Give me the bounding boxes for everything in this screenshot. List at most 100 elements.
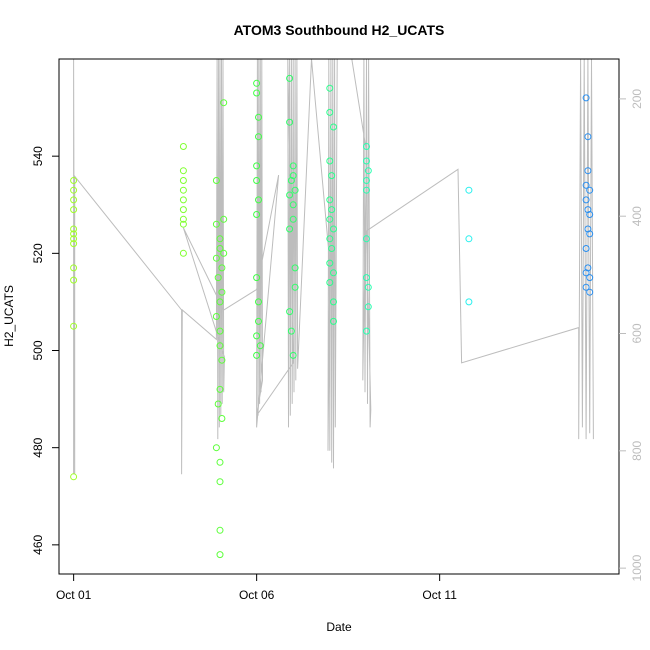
data-point (218, 415, 226, 422)
data-point (179, 177, 187, 184)
data-points (70, 74, 594, 559)
data-point (179, 186, 187, 194)
data-point (289, 351, 297, 359)
data-point (179, 249, 187, 257)
data-point (287, 177, 295, 184)
data-point (179, 206, 187, 214)
data-point (179, 167, 187, 175)
data-point (582, 94, 590, 102)
data-point (586, 211, 594, 218)
data-point (291, 264, 299, 272)
data-point (326, 196, 334, 204)
y-right-tick-label: 600 (630, 323, 644, 343)
data-point (286, 118, 294, 126)
data-point (286, 308, 294, 316)
y-tick-label: 500 (31, 340, 45, 360)
y-axis: 460 480 500 520 540 (31, 146, 59, 555)
y-tick-label: 520 (31, 243, 45, 263)
data-point (363, 235, 370, 243)
x-axis-label: Date (326, 620, 352, 634)
data-point (70, 230, 78, 238)
data-point (328, 245, 336, 252)
x-tick-label: Oct 11 (422, 588, 457, 602)
data-point (70, 235, 78, 243)
data-point (253, 211, 261, 218)
data-point (216, 458, 224, 466)
data-point (212, 220, 220, 228)
data-point (326, 215, 334, 223)
data-point (70, 473, 78, 481)
data-point (179, 196, 187, 204)
data-point (214, 274, 222, 282)
data-point (326, 84, 334, 92)
data-point (253, 274, 261, 282)
data-point (218, 356, 226, 364)
data-point (216, 551, 224, 559)
data-point (326, 108, 334, 116)
y-right-tick-label: 200 (630, 89, 644, 109)
data-point (216, 327, 224, 335)
data-point (253, 332, 261, 340)
data-point (220, 249, 228, 257)
data-point (179, 143, 187, 150)
data-point (216, 245, 224, 252)
data-point (212, 313, 220, 320)
data-point (212, 254, 220, 262)
data-point (465, 235, 473, 243)
y-tick-label: 540 (31, 146, 45, 166)
data-point (584, 167, 592, 175)
x-tick-label: Oct 01 (56, 588, 92, 602)
data-point (70, 264, 78, 272)
data-point (70, 276, 78, 284)
data-point (286, 74, 294, 82)
data-point (218, 264, 226, 272)
data-point (364, 167, 372, 175)
data-point (212, 444, 220, 452)
data-point (216, 342, 224, 350)
y-right-tick-label: 800 (630, 440, 644, 460)
data-point (216, 235, 224, 243)
chart-title: ATOM3 Southbound H2_UCATS (234, 22, 445, 38)
y-tick-label: 480 (31, 437, 45, 457)
data-point (286, 191, 294, 199)
data-point (326, 157, 334, 165)
y-axis-label: H2_UCATS (2, 285, 16, 347)
data-point (291, 283, 299, 291)
data-point (586, 274, 594, 282)
data-point (70, 196, 78, 204)
x-tick-label: Oct 06 (239, 588, 275, 602)
data-point (330, 317, 337, 325)
data-point (255, 133, 262, 141)
data-point (289, 215, 297, 223)
data-point (582, 196, 590, 204)
data-point (289, 201, 297, 209)
plot-frame (58, 58, 620, 575)
data-point (291, 186, 299, 194)
data-point (216, 478, 224, 486)
data-point (216, 385, 224, 393)
data-point (582, 245, 590, 252)
data-point (363, 177, 370, 184)
data-point (363, 274, 370, 282)
data-point (70, 177, 78, 184)
data-point (582, 283, 590, 291)
y-right-tick-label: 1000 (630, 554, 644, 581)
data-point (582, 181, 590, 189)
data-point (465, 186, 473, 194)
data-point (586, 230, 594, 238)
data-point (218, 288, 226, 296)
data-point (364, 303, 372, 311)
data-point (363, 327, 370, 335)
data-point (214, 400, 222, 408)
data-point (363, 157, 370, 165)
data-point (289, 162, 297, 170)
data-point (212, 177, 220, 184)
data-point (253, 89, 261, 97)
data-point (330, 298, 337, 306)
data-point (584, 264, 592, 272)
data-point (179, 215, 187, 223)
y-right-tick-label: 400 (630, 206, 644, 226)
data-point (364, 283, 372, 291)
data-point (253, 162, 261, 170)
